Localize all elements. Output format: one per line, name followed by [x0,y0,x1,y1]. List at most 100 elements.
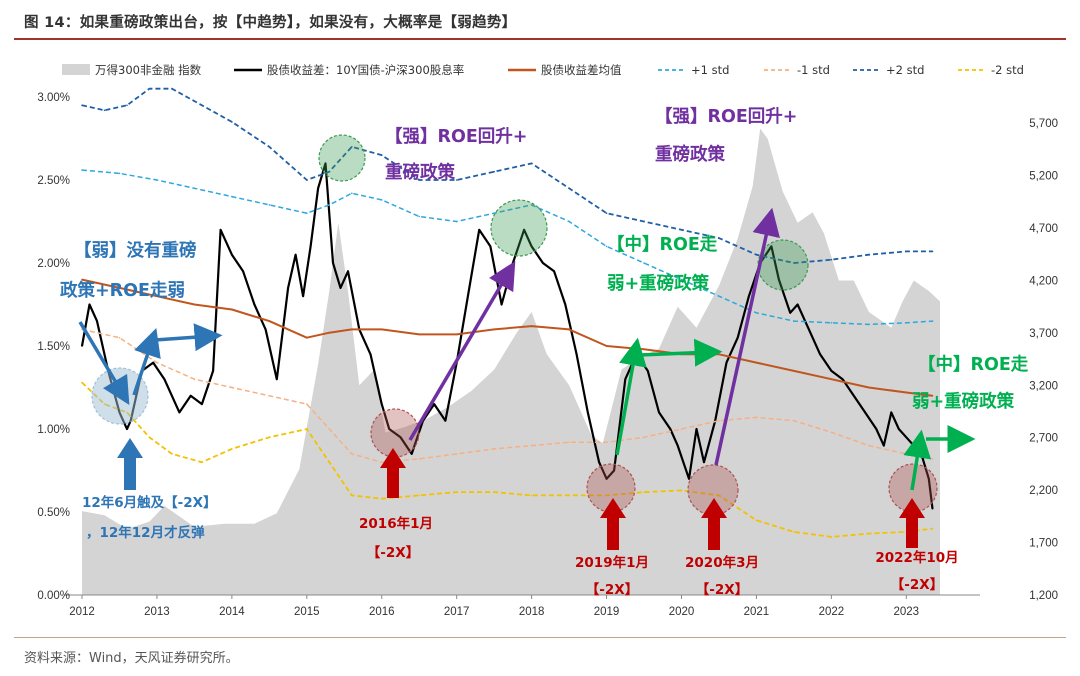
series-1-point [736,336,739,339]
series-3-point [643,262,645,264]
trend-arrow [615,337,647,456]
title-rule [14,38,1066,40]
x-tick-label: 2022 [819,606,845,618]
annotation-text: 【-2X】 [891,577,943,593]
series-4-point [306,403,308,405]
y-left-tick-label: 0.50% [37,507,70,519]
x-tick-label: 2019 [594,606,620,618]
series-5-point [328,170,331,173]
series-1-point [478,229,481,231]
x-tick-label: 2021 [744,606,770,618]
x-tick-label: 2015 [294,606,320,618]
x-tick-label: 2012 [69,606,95,618]
series-3-point [605,245,608,248]
annotation-text: 【-2X】 [367,545,419,561]
series-1-point [399,436,402,439]
series-5-point [793,262,795,264]
series-3-point [793,320,795,322]
series-1-point [819,353,821,356]
series-1-point [669,428,672,430]
series-1-point [287,287,289,289]
series-1-point [830,370,833,372]
series-1-point [332,262,334,264]
annotation-text: 2020年3月 [685,554,759,571]
y-left-tick-label: 2.50% [37,175,70,187]
series-1-point [347,270,349,273]
series-2-point [380,328,383,331]
y-right-tick-label: 2,700 [1029,433,1058,445]
series-2-point [81,278,83,281]
series-1-point [201,403,203,405]
series-1-point [294,253,297,256]
series-1-point [890,411,893,414]
series-1-point [264,328,267,331]
legend-label: 股债收益差：10Y国债-沪深300股息率 [267,63,464,77]
series-1-point [219,229,222,231]
series-1-point [152,361,154,364]
series-1-point [542,262,544,264]
annotation-text: 【强】ROE回升+ [655,106,797,127]
series-6-point [201,461,203,464]
series-1-point [317,187,319,190]
series-3-point [380,199,383,201]
series-5-point [231,121,233,123]
series-4-point [193,378,196,381]
annotation-text: 2019年1月 [575,554,649,571]
series-4-point [380,461,383,464]
y-left-tick-label: 0.00% [37,590,70,602]
series-1-point [647,370,649,372]
y-left-tick-label: 1.00% [37,424,70,436]
series-1-point [676,444,679,447]
series-1-point [410,453,413,455]
annotation-text: 【-2X】 [696,582,748,598]
series-4-point [493,448,496,450]
series-5-point [268,146,271,148]
y-right-tick-label: 1,700 [1029,538,1058,550]
y-right-tick-label: 4,700 [1029,223,1058,235]
annotation-text: 【弱】没有重磅 [74,240,197,261]
series-4-point [568,441,570,444]
series-6-point [81,381,83,384]
series-1-point [242,270,244,273]
y-right-tick-label: 2,200 [1029,485,1058,497]
series-6-point [643,491,645,493]
y-left-tick-label: 1.50% [37,341,70,353]
series-4-point [830,431,833,434]
series-3-point [868,323,870,326]
series-1-point [212,370,214,372]
series-1-point [126,428,128,430]
series-1-point [253,303,256,306]
series-6-point [328,461,331,464]
series-6-point [868,532,870,535]
series-6-point [171,453,173,455]
series-2-point [718,353,720,356]
series-1-point [796,303,799,306]
series-1-point [324,162,327,165]
series-3-point [905,322,908,324]
x-tick-label: 2018 [519,606,545,618]
series-4-point [793,419,795,422]
series-5-point [418,179,421,181]
series-5-point [905,250,908,253]
series-2-point [156,295,158,298]
annotation-text: 重磅政策 [385,162,455,183]
series-5-point [493,170,496,173]
series-1-point [564,303,567,306]
series-1-point [189,395,192,397]
series-5-point [568,187,570,190]
series-3-point [568,220,570,223]
series-2-point [830,378,833,381]
series-1-point [748,295,750,298]
x-tick-label: 2014 [219,606,245,618]
y-right-tick-label: 1,200 [1029,590,1058,602]
annotation-text: 【中】ROE走 [918,354,1029,375]
x-tick-label: 2017 [444,606,470,618]
series-1-point [853,395,855,397]
annotation-text: 弱+重磅政策 [912,391,1015,412]
series-4-point [328,428,331,430]
series-4-point [351,453,353,455]
series-1-point [778,278,780,281]
series-4-point [530,444,533,447]
series-2-point [905,391,908,394]
